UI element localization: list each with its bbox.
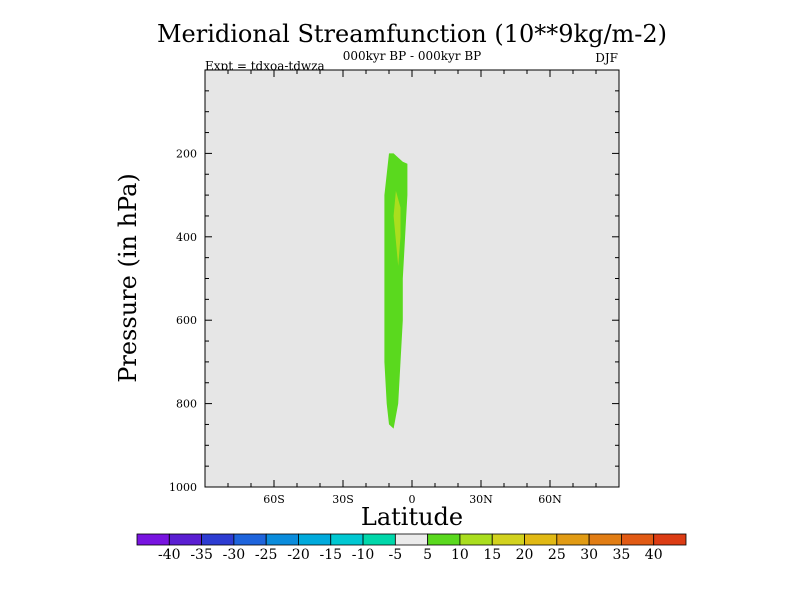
colorbar-swatch xyxy=(588,533,622,546)
x-tick-label: 60S xyxy=(263,493,285,506)
plot-background xyxy=(205,70,619,487)
y-tick-label: 600 xyxy=(176,314,197,327)
colorbar-swatch xyxy=(621,533,655,546)
colorbar-swatch xyxy=(491,533,525,546)
x-tick-label: 30N xyxy=(469,493,493,506)
y-tick-label: 1000 xyxy=(169,481,197,494)
chart-title: Meridional Streamfunction (10**9kg/m-2) xyxy=(157,20,667,48)
colorbar-label: -40 xyxy=(158,547,181,563)
colorbar-label: -5 xyxy=(389,547,403,563)
colorbar-swatch xyxy=(653,533,687,546)
colorbar-label: 10 xyxy=(451,547,469,563)
colorbar: -40 -35 -30 -25 -20 -15 -10 -5 5 10 15 20 25 30 35 40 xyxy=(136,533,687,563)
colorbar-swatch xyxy=(459,533,493,546)
colorbar-label: 40 xyxy=(645,547,663,563)
season-label: DJF xyxy=(595,51,618,65)
colorbar-label: -25 xyxy=(255,547,278,563)
y-tick-label: 200 xyxy=(176,147,197,160)
colorbar-swatch xyxy=(298,533,332,546)
colorbar-label: -20 xyxy=(287,547,310,563)
colorbar-label: -35 xyxy=(190,547,213,563)
contour-region-1 xyxy=(393,190,401,266)
colorbar-label: 35 xyxy=(612,547,630,563)
x-axis-label: Latitude xyxy=(361,503,463,531)
y-axis-label: Pressure (in hPa) xyxy=(114,173,142,383)
x-tick-label: 0 xyxy=(409,493,416,506)
colorbar-swatch xyxy=(330,533,364,546)
colorbar-label: 15 xyxy=(483,547,501,563)
colorbar-label: 20 xyxy=(516,547,534,563)
colorbar-label: -15 xyxy=(319,547,342,563)
colorbar-swatch xyxy=(524,533,558,546)
chart-subtitle: 000kyr BP - 000kyr BP xyxy=(343,49,481,63)
colorbar-swatch xyxy=(201,533,235,546)
colorbar-label: -10 xyxy=(352,547,375,563)
x-tick-label: 30S xyxy=(332,493,354,506)
colorbar-label: 25 xyxy=(548,547,566,563)
y-tick-label: 400 xyxy=(176,231,197,244)
colorbar-swatch xyxy=(394,533,429,546)
colorbar-swatch xyxy=(136,533,170,546)
colorbar-swatch xyxy=(427,533,461,546)
colorbar-swatch xyxy=(265,533,299,546)
x-tick-label: 60N xyxy=(538,493,562,506)
plot-area: 60S 30S 0 30N 60N 200 400 600 800 1000 xyxy=(169,69,620,506)
colorbar-swatch xyxy=(556,533,590,546)
y-tick-label: 800 xyxy=(176,398,197,411)
colorbar-label: 30 xyxy=(580,547,598,563)
colorbar-label: -30 xyxy=(223,547,246,563)
contour-region-0 xyxy=(384,153,408,429)
colorbar-swatch xyxy=(362,533,396,546)
colorbar-label: 5 xyxy=(423,547,432,563)
colorbar-swatch xyxy=(168,533,202,546)
colorbar-swatch xyxy=(233,533,267,546)
